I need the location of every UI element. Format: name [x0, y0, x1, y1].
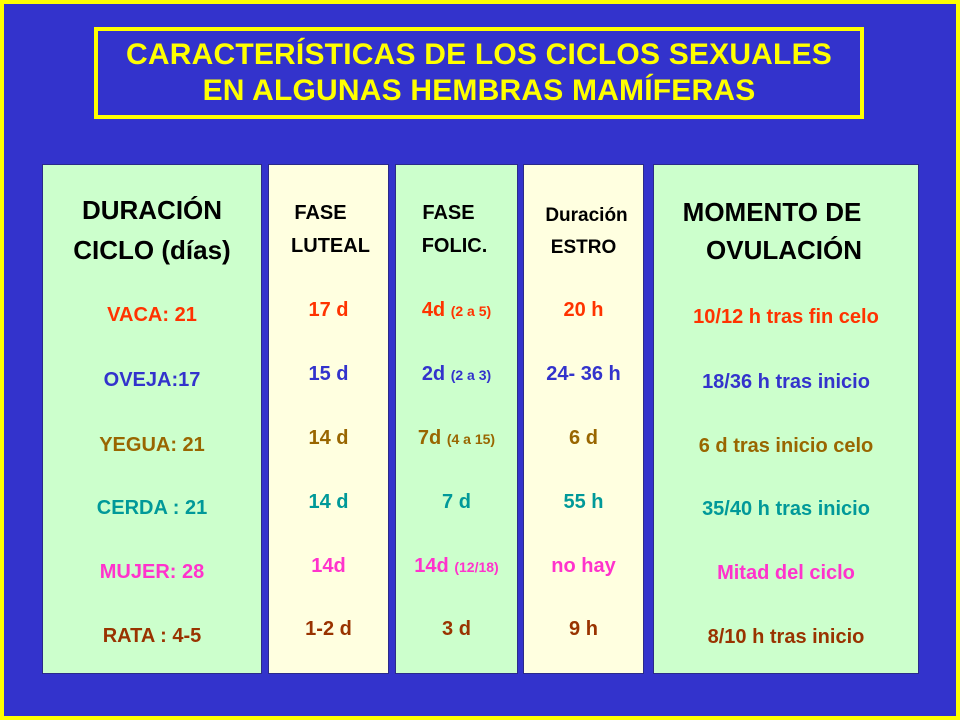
folic-row-5-range: (12/18) — [454, 559, 499, 575]
ovulacion-row-4: 35/40 h tras inicio — [702, 498, 870, 520]
duracion-row-2: OVEJA:17 — [103, 369, 201, 391]
luteal-row-1: 17 d — [308, 299, 349, 321]
folic-row-1-range: (2 a 5) — [450, 303, 492, 319]
folic-row-4-value: 7 d — [442, 491, 471, 513]
column-estro-header-line-2: ESTRO — [550, 237, 617, 258]
column-duracion-ciclo: DURACIÓN CICLO (días) VACA: 21 OVEJA:17 … — [42, 164, 262, 674]
column-estro-header-line-1: Duración — [545, 205, 628, 226]
luteal-row-3: 14 d — [308, 427, 349, 449]
column-ovulacion-header-line-2: OVULACIÓN — [706, 235, 862, 265]
column-fase-folic: FASE FOLIC. 4d (2 a 5) 2d (2 a 3) 7d (4 … — [395, 164, 518, 674]
estro-row-5: no hay — [551, 555, 616, 577]
duracion-row-1: VACA: 21 — [107, 304, 197, 326]
estro-row-1: 20 h — [563, 299, 604, 321]
title-line-2: EN ALGUNAS HEMBRAS MAMÍFERAS — [202, 74, 756, 107]
folic-row-2-value: 2d — [421, 363, 446, 385]
column-folic-header-line-2: FOLIC. — [421, 235, 488, 257]
ovulacion-row-1: 10/12 h tras fin celo — [693, 306, 879, 328]
estro-row-6: 9 h — [569, 618, 598, 640]
folic-row-1-value: 4d — [421, 299, 446, 321]
folic-row-2-range: (2 a 3) — [450, 367, 492, 383]
column-duracion-header-line-1: DURACIÓN — [81, 195, 223, 225]
estro-row-2: 24- 36 h — [546, 363, 621, 385]
folic-row-6-value: 3 d — [442, 618, 471, 640]
folic-row-5-value: 14d — [414, 555, 449, 577]
luteal-row-5: 14d — [311, 555, 346, 577]
folic-row-2: 2d (2 a 3) — [396, 363, 517, 386]
duracion-row-6: RATA : 4-5 — [102, 625, 202, 647]
luteal-row-6: 1-2 d — [305, 618, 352, 640]
column-momento-ovulacion: MOMENTO DE OVULACIÓN 10/12 h tras fin ce… — [653, 164, 919, 674]
column-fase-luteal: FASE LUTEAL 17 d 15 d 14 d 14 d 14d 1-2 … — [268, 164, 389, 674]
folic-row-3: 7d (4 a 15) — [396, 427, 517, 450]
duracion-row-3: YEGUA: 21 — [99, 434, 205, 456]
ovulacion-row-2: 18/36 h tras inicio — [702, 371, 870, 393]
estro-row-4: 55 h — [563, 491, 604, 513]
ovulacion-row-5: Mitad del ciclo — [717, 562, 855, 584]
column-duracion-estro: Duración ESTRO 20 h 24- 36 h 6 d 55 h no… — [523, 164, 644, 674]
folic-row-3-value: 7d — [417, 427, 442, 449]
folic-row-4: 7 d — [396, 491, 517, 514]
title-box: CARACTERÍSTICAS DE LOS CICLOS SEXUALES E… — [94, 27, 864, 119]
column-luteal-header-line-2: LUTEAL — [291, 235, 370, 257]
estro-row-3: 6 d — [569, 427, 598, 449]
column-folic-header-line-1: FASE — [422, 202, 475, 224]
luteal-row-2: 15 d — [308, 363, 349, 385]
duracion-row-4: CERDA : 21 — [96, 497, 208, 519]
folic-row-1: 4d (2 a 5) — [396, 299, 517, 322]
ovulacion-row-3: 6 d tras inicio celo — [698, 435, 874, 457]
duracion-row-5: MUJER: 28 — [99, 561, 205, 583]
folic-row-3-range: (4 a 15) — [446, 431, 496, 447]
folic-row-5: 14d (12/18) — [396, 555, 517, 578]
column-duracion-header-line-2: CICLO (días) — [73, 235, 231, 265]
luteal-row-4: 14 d — [308, 491, 349, 513]
column-luteal-header-line-1: FASE — [294, 202, 347, 224]
column-ovulacion-header-line-1: MOMENTO DE — [682, 197, 862, 227]
title-line-1: CARACTERÍSTICAS DE LOS CICLOS SEXUALES — [126, 38, 832, 71]
ovulacion-row-6: 8/10 h tras inicio — [707, 626, 865, 648]
folic-row-6: 3 d — [396, 618, 517, 641]
